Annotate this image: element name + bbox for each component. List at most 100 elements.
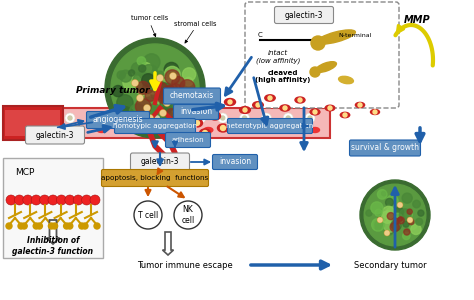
Circle shape — [149, 81, 157, 89]
Circle shape — [243, 108, 247, 112]
Circle shape — [52, 223, 58, 229]
Circle shape — [159, 110, 166, 116]
Circle shape — [196, 113, 206, 123]
Circle shape — [373, 110, 377, 114]
Circle shape — [67, 223, 73, 229]
Circle shape — [310, 67, 320, 77]
Circle shape — [371, 202, 383, 214]
Circle shape — [283, 113, 293, 123]
Circle shape — [391, 220, 400, 230]
Circle shape — [399, 217, 402, 221]
Circle shape — [391, 225, 394, 229]
Ellipse shape — [340, 112, 350, 118]
Circle shape — [313, 110, 317, 114]
Text: tumor cells: tumor cells — [131, 15, 169, 21]
Text: MMP: MMP — [404, 15, 430, 25]
Circle shape — [142, 74, 155, 87]
Circle shape — [164, 62, 179, 77]
Circle shape — [154, 93, 166, 106]
Circle shape — [123, 73, 140, 91]
Circle shape — [167, 109, 175, 117]
Circle shape — [308, 116, 312, 120]
FancyBboxPatch shape — [101, 169, 209, 187]
Circle shape — [366, 210, 372, 216]
Circle shape — [117, 71, 125, 79]
Text: cleaved
(high affinity): cleaved (high affinity) — [255, 70, 310, 83]
Circle shape — [388, 230, 392, 235]
Ellipse shape — [200, 129, 210, 137]
Circle shape — [164, 85, 174, 95]
Circle shape — [134, 116, 137, 120]
Circle shape — [145, 80, 162, 97]
Circle shape — [137, 94, 144, 101]
Circle shape — [162, 111, 173, 122]
Circle shape — [402, 232, 410, 240]
Circle shape — [398, 217, 404, 224]
Circle shape — [21, 223, 27, 229]
Text: Tumor immune escape: Tumor immune escape — [137, 260, 233, 269]
Circle shape — [68, 116, 72, 120]
Circle shape — [65, 195, 75, 205]
Circle shape — [164, 100, 171, 106]
Circle shape — [152, 113, 162, 123]
Circle shape — [117, 95, 133, 111]
Circle shape — [141, 64, 158, 82]
Circle shape — [184, 77, 193, 86]
Circle shape — [164, 91, 172, 98]
Circle shape — [400, 209, 411, 220]
Circle shape — [382, 211, 394, 223]
Text: galectin-3: galectin-3 — [285, 11, 323, 20]
Circle shape — [385, 198, 393, 206]
Circle shape — [129, 104, 146, 121]
Ellipse shape — [265, 95, 275, 101]
Circle shape — [305, 113, 315, 123]
Ellipse shape — [191, 119, 202, 127]
Circle shape — [377, 190, 387, 199]
Circle shape — [150, 103, 160, 113]
Circle shape — [188, 110, 192, 116]
Circle shape — [136, 78, 154, 96]
FancyBboxPatch shape — [164, 88, 220, 104]
Circle shape — [56, 195, 66, 205]
FancyBboxPatch shape — [26, 126, 84, 144]
Circle shape — [172, 89, 179, 97]
Circle shape — [404, 229, 410, 235]
Circle shape — [343, 113, 347, 117]
Circle shape — [392, 213, 403, 224]
Circle shape — [142, 73, 157, 88]
Circle shape — [14, 195, 24, 205]
Circle shape — [212, 113, 218, 119]
FancyBboxPatch shape — [274, 7, 334, 23]
Circle shape — [384, 220, 397, 233]
Circle shape — [161, 83, 168, 90]
Circle shape — [176, 88, 185, 98]
Circle shape — [311, 36, 325, 50]
Circle shape — [239, 113, 249, 123]
Circle shape — [199, 116, 203, 120]
Text: Primary tumor: Primary tumor — [76, 86, 150, 95]
Circle shape — [174, 201, 202, 229]
Circle shape — [286, 116, 290, 120]
Circle shape — [165, 95, 174, 104]
Circle shape — [119, 109, 131, 121]
Circle shape — [174, 113, 184, 123]
Circle shape — [416, 218, 423, 225]
Circle shape — [145, 90, 156, 101]
Circle shape — [402, 193, 412, 203]
Circle shape — [94, 223, 100, 229]
FancyBboxPatch shape — [245, 2, 399, 108]
Circle shape — [375, 220, 383, 228]
Ellipse shape — [338, 76, 354, 84]
Circle shape — [228, 100, 232, 104]
Circle shape — [298, 98, 302, 102]
Circle shape — [148, 78, 160, 89]
Circle shape — [170, 73, 176, 80]
Ellipse shape — [316, 62, 337, 72]
Circle shape — [407, 217, 413, 223]
Text: adhesion: adhesion — [172, 137, 204, 143]
Circle shape — [137, 81, 150, 94]
Circle shape — [143, 83, 153, 94]
Circle shape — [6, 195, 16, 205]
Circle shape — [87, 113, 97, 123]
Text: apoptosis, blocking  functions: apoptosis, blocking functions — [101, 175, 209, 181]
